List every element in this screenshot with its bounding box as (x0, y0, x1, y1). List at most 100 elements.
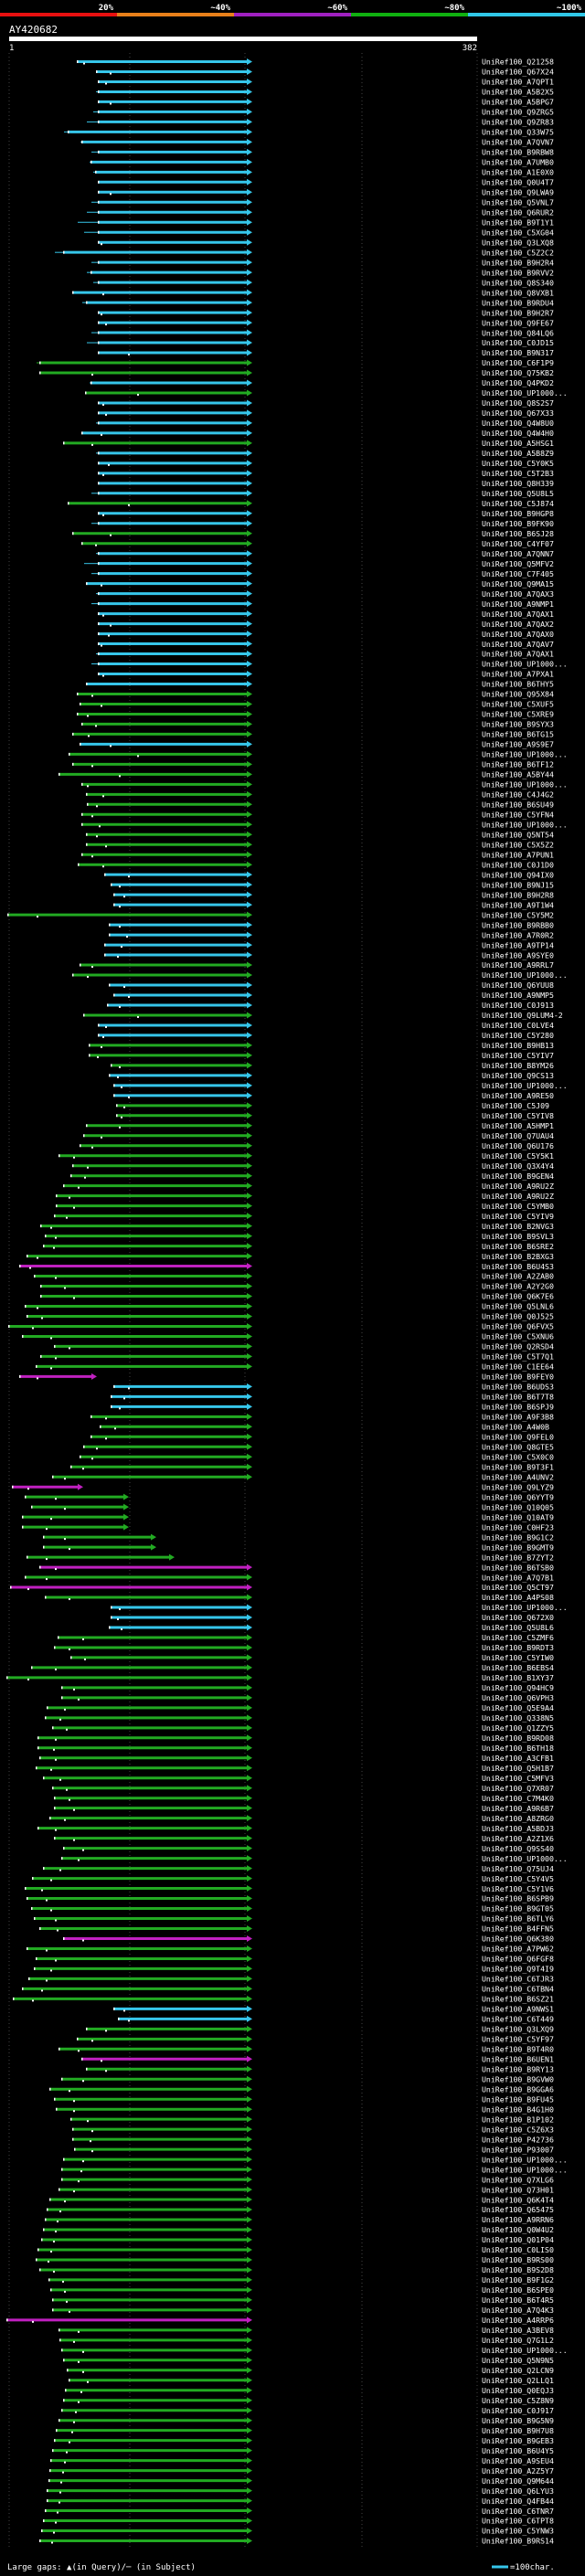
hit-label[interactable]: UniRef100_B9GMT9 (482, 1542, 554, 1552)
hit-label[interactable]: UniRef100_A7QAX1 (482, 650, 554, 659)
hit-label[interactable]: UniRef100_C5Y5M2 (482, 910, 554, 919)
hit-row[interactable]: UniRef100_B9T4R0 (58, 2044, 554, 2053)
hit-row[interactable]: UniRef100_Q5NT54 (86, 830, 554, 839)
hit-label[interactable]: UniRef100_Q21258 (482, 58, 554, 67)
hit-row[interactable]: UniRef100_Q4FB44 (47, 2496, 554, 2506)
hit-row[interactable]: UniRef100_C5J09 (116, 1101, 549, 1110)
hit-label[interactable]: UniRef100_Q9FE67 (482, 318, 554, 327)
hit-row[interactable]: UniRef100_C5T7Q1 (40, 1352, 554, 1362)
hit-label[interactable]: UniRef100_Q4W4H0 (482, 429, 554, 438)
hit-row[interactable]: UniRef100_Q3X4Y4 (72, 1161, 554, 1171)
hit-row[interactable]: UniRef100_Q8S340 (93, 278, 554, 287)
hit-row[interactable]: UniRef100_UP1000... (61, 2346, 568, 2355)
hit-row[interactable]: UniRef100_Q5U8L6 (109, 1623, 554, 1632)
hit-row[interactable]: UniRef100_B1XY37 (6, 1673, 554, 1682)
hit-row[interactable]: UniRef100_B4FFN5 (39, 1924, 554, 1934)
hit-row[interactable]: UniRef100_B9H2R4 (91, 258, 554, 267)
hit-row[interactable]: UniRef100_C0JD15 (87, 338, 554, 347)
hit-row[interactable]: UniRef100_A5BDJ3 (37, 1824, 554, 1833)
hit-row[interactable]: UniRef100_C5YIV9 (54, 1212, 554, 1221)
hit-row[interactable]: UniRef100_UP1000... (69, 750, 568, 759)
hit-row[interactable]: UniRef100_Q6YYT9 (25, 1492, 554, 1501)
hit-label[interactable]: UniRef100_B6TH18 (482, 1744, 554, 1753)
hit-row[interactable]: UniRef100_A9S9E7 (80, 740, 554, 749)
hit-label[interactable]: UniRef100_A9RU2Z (482, 1182, 554, 1191)
hit-row[interactable]: UniRef100_UP1000... (113, 1081, 568, 1090)
hit-row[interactable]: UniRef100_P42736 (72, 2135, 554, 2144)
hit-label[interactable]: UniRef100_Q5CT97 (482, 1583, 554, 1592)
hit-label[interactable]: UniRef100_A7R0R2 (482, 930, 554, 939)
hit-label[interactable]: UniRef100_B9T3F1 (482, 1462, 554, 1471)
hit-row[interactable]: UniRef100_Q5LNL6 (25, 1302, 554, 1311)
hit-row[interactable]: UniRef100_C5XNU6 (22, 1332, 554, 1341)
hit-label[interactable]: UniRef100_B6TG15 (482, 730, 554, 739)
hit-label[interactable]: UniRef100_A2Z5Y7 (482, 2466, 554, 2475)
hit-label[interactable]: UniRef100_Q7XR07 (482, 1784, 554, 1793)
hit-row[interactable]: UniRef100_C5Y280 (98, 1031, 554, 1040)
hit-row[interactable]: UniRef100_C4J4G2 (86, 790, 554, 800)
hit-label[interactable]: UniRef100_B1P102 (482, 2115, 554, 2124)
hit-label[interactable]: UniRef100_C5Y0K5 (482, 459, 554, 468)
hit-label[interactable]: UniRef100_B9RS14 (482, 2537, 554, 2546)
hit-row[interactable]: UniRef100_Q8GTE5 (83, 1442, 554, 1451)
hit-label[interactable]: UniRef100_Q6RUR2 (482, 207, 554, 217)
hit-row[interactable]: UniRef100_B6SU49 (87, 800, 554, 809)
hit-row[interactable]: UniRef100_Q7UAU4 (83, 1131, 554, 1140)
hit-label[interactable]: UniRef100_A9R6B7 (482, 1804, 554, 1813)
hit-row[interactable]: UniRef100_A7R0R2 (109, 930, 554, 939)
hit-label[interactable]: UniRef100_B9T1Y1 (482, 217, 554, 227)
hit-row[interactable]: UniRef100_Q9LWA9 (98, 187, 554, 196)
hit-label[interactable]: UniRef100_Q9FEL0 (482, 1432, 554, 1441)
hit-row[interactable]: UniRef100_B6SPE0 (50, 2285, 554, 2295)
hit-row[interactable]: UniRef100_A9F3B8 (90, 1413, 554, 1422)
hit-row[interactable]: UniRef100_Q95X84 (77, 690, 554, 699)
hit-label[interactable]: UniRef100_A1E0X0 (482, 168, 554, 177)
hit-label[interactable]: UniRef100_B6TLY6 (482, 1914, 554, 1924)
hit-row[interactable]: UniRef100_B6TSB0 (39, 1563, 554, 1572)
hit-label[interactable]: UniRef100_Q2RSD4 (482, 1342, 554, 1352)
hit-label[interactable]: UniRef100_Q9LWA9 (482, 187, 554, 196)
hit-row[interactable]: UniRef100_A2ZAB0 (34, 1272, 554, 1281)
hit-row[interactable]: UniRef100_C6T449 (118, 2015, 554, 2024)
hit-label[interactable]: UniRef100_Q8S340 (482, 278, 554, 287)
hit-row[interactable]: UniRef100_Q7XLG6 (61, 2175, 554, 2184)
hit-label[interactable]: UniRef100_C6TJR3 (482, 1975, 554, 1984)
hit-label[interactable]: UniRef100_B6U4S3 (482, 1262, 554, 1271)
hit-row[interactable]: UniRef100_Q9CS13 (109, 1071, 554, 1080)
hit-row[interactable]: UniRef100_C5XRE9 (77, 710, 554, 719)
hit-label[interactable]: UniRef100_A2ZAB0 (482, 1272, 554, 1281)
hit-label[interactable]: UniRef100_A4RRP6 (482, 2316, 554, 2325)
hit-row[interactable]: UniRef100_B6SPJ9 (111, 1403, 554, 1412)
hit-row[interactable]: UniRef100_C5YIW0 (70, 1653, 554, 1662)
hit-row[interactable]: UniRef100_B6TF12 (72, 760, 554, 769)
hit-label[interactable]: UniRef100_Q0EQJ3 (482, 2386, 554, 2395)
hit-label[interactable]: UniRef100_Q7UAU4 (482, 1131, 554, 1140)
hit-label[interactable]: UniRef100_Q5LNL6 (482, 1302, 554, 1311)
hit-label[interactable]: UniRef100_C6TNR7 (482, 2507, 554, 2516)
hit-label[interactable]: UniRef100_C5Z8N9 (482, 2396, 554, 2405)
hit-label[interactable]: UniRef100_B1XY37 (482, 1673, 554, 1682)
hit-row[interactable]: UniRef100_B6T4R5 (52, 2295, 554, 2305)
hit-row[interactable]: UniRef100_B9HGP8 (98, 509, 554, 518)
hit-label[interactable]: UniRef100_Q65475 (482, 2205, 554, 2214)
hit-row[interactable]: UniRef100_Q2LCN9 (67, 2366, 554, 2375)
hit-label[interactable]: UniRef100_Q5U8L6 (482, 1623, 554, 1632)
hit-row[interactable]: UniRef100_C1EE64 (36, 1362, 554, 1372)
hit-label[interactable]: UniRef100_UP1000... (482, 660, 568, 669)
hit-row[interactable]: UniRef100_C6F1P9 (37, 358, 554, 367)
hit-row[interactable]: UniRef100_UP1000... (72, 970, 568, 980)
hit-row[interactable]: UniRef100_B9NJ15 (111, 880, 554, 889)
hit-row[interactable]: UniRef100_Q1ZZY5 (52, 1723, 554, 1733)
hit-row[interactable]: UniRef100_A9RRL7 (80, 960, 554, 970)
hit-label[interactable]: UniRef100_UP1000... (482, 1854, 568, 1863)
hit-row[interactable]: UniRef100_C6TJR3 (28, 1975, 554, 1984)
hit-label[interactable]: UniRef100_Q9LUM4-2 (482, 1011, 563, 1020)
hit-label[interactable]: UniRef100_Q338N5 (482, 1713, 554, 1723)
hit-row[interactable]: UniRef100_B9FK90 (91, 519, 554, 528)
hit-label[interactable]: UniRef100_B6SJ28 (482, 529, 554, 538)
hit-row[interactable]: UniRef100_Q5U8L5 (91, 489, 554, 498)
hit-label[interactable]: UniRef100_A4PS08 (482, 1593, 554, 1602)
hit-label[interactable]: UniRef100_A7QAX3 (482, 589, 554, 599)
hit-row[interactable]: UniRef100_Q9MA15 (86, 579, 554, 588)
hit-label[interactable]: UniRef100_Q2LLQ1 (482, 2376, 554, 2385)
